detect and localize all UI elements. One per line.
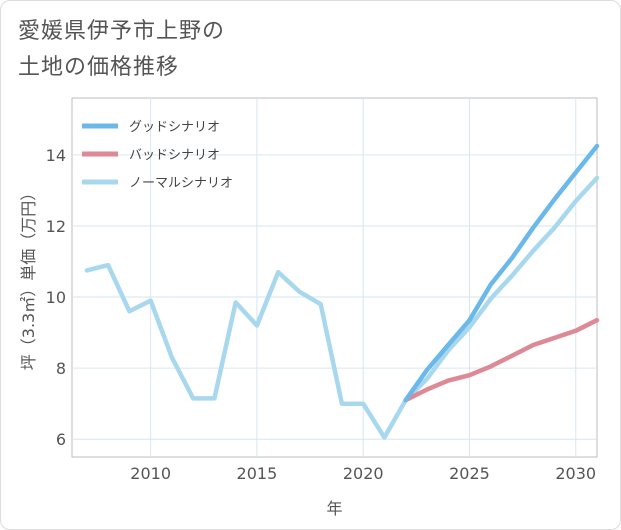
y-tick-label-6: 6 — [56, 430, 66, 449]
y-tick-label-12: 12 — [46, 217, 66, 236]
x-tick-label-2020: 2020 — [343, 464, 384, 483]
legend-label-normal: ノーマルシナリオ — [129, 176, 233, 191]
x-tick-label-2010: 2010 — [130, 464, 171, 483]
x-axis-title: 年 — [326, 499, 342, 518]
y-tick-label-8: 8 — [56, 359, 66, 378]
title-line-1: 愛媛県伊予市上野の — [18, 19, 226, 44]
series-line-bad — [403, 317, 600, 403]
page-title: 愛媛県伊予市上野の 土地の価格推移 — [18, 14, 225, 86]
y-axis-title: 坪（3.3㎡）単価（万円） — [19, 185, 38, 370]
legend-label-bad: バッドシナリオ — [129, 148, 220, 163]
series-lines — [84, 143, 600, 440]
y-tick-label-10: 10 — [46, 288, 66, 307]
title-line-2: 土地の価格推移 — [18, 55, 180, 80]
x-tick-label-2025: 2025 — [449, 464, 490, 483]
series-line-normal — [84, 175, 600, 440]
legend-label-good: グッドシナリオ — [129, 120, 220, 135]
y-tick-label-14: 14 — [46, 146, 66, 165]
x-tick-label-2015: 2015 — [237, 464, 278, 483]
axes: 2010 2015 2020 2025 2030 6 8 10 12 14 年 坪（3.3㎡）単価（万… — [19, 146, 596, 518]
x-tick-label-2030: 2030 — [555, 464, 596, 483]
series-line-good — [403, 143, 600, 403]
plot-border — [71, 97, 598, 458]
